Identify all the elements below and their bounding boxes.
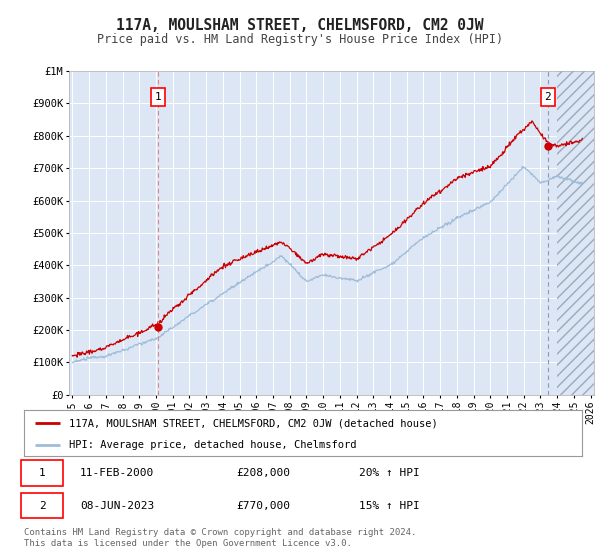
Text: Price paid vs. HM Land Registry's House Price Index (HPI): Price paid vs. HM Land Registry's House … (97, 32, 503, 46)
Text: HPI: Average price, detached house, Chelmsford: HPI: Average price, detached house, Chel… (68, 440, 356, 450)
Text: Contains HM Land Registry data © Crown copyright and database right 2024.
This d: Contains HM Land Registry data © Crown c… (24, 528, 416, 548)
FancyBboxPatch shape (21, 493, 63, 519)
Bar (557, 71, 599, 395)
Text: 2: 2 (544, 92, 551, 102)
Text: 08-JUN-2023: 08-JUN-2023 (80, 501, 154, 511)
Text: 20% ↑ HPI: 20% ↑ HPI (359, 468, 419, 478)
Text: 11-FEB-2000: 11-FEB-2000 (80, 468, 154, 478)
Text: 117A, MOULSHAM STREET, CHELMSFORD, CM2 0JW: 117A, MOULSHAM STREET, CHELMSFORD, CM2 0… (116, 18, 484, 32)
Text: £770,000: £770,000 (236, 501, 290, 511)
Text: 1: 1 (39, 468, 46, 478)
Text: 117A, MOULSHAM STREET, CHELMSFORD, CM2 0JW (detached house): 117A, MOULSHAM STREET, CHELMSFORD, CM2 0… (68, 418, 437, 428)
Text: 1: 1 (154, 92, 161, 102)
Text: £208,000: £208,000 (236, 468, 290, 478)
FancyBboxPatch shape (21, 460, 63, 486)
Text: 2: 2 (39, 501, 46, 511)
Text: 15% ↑ HPI: 15% ↑ HPI (359, 501, 419, 511)
